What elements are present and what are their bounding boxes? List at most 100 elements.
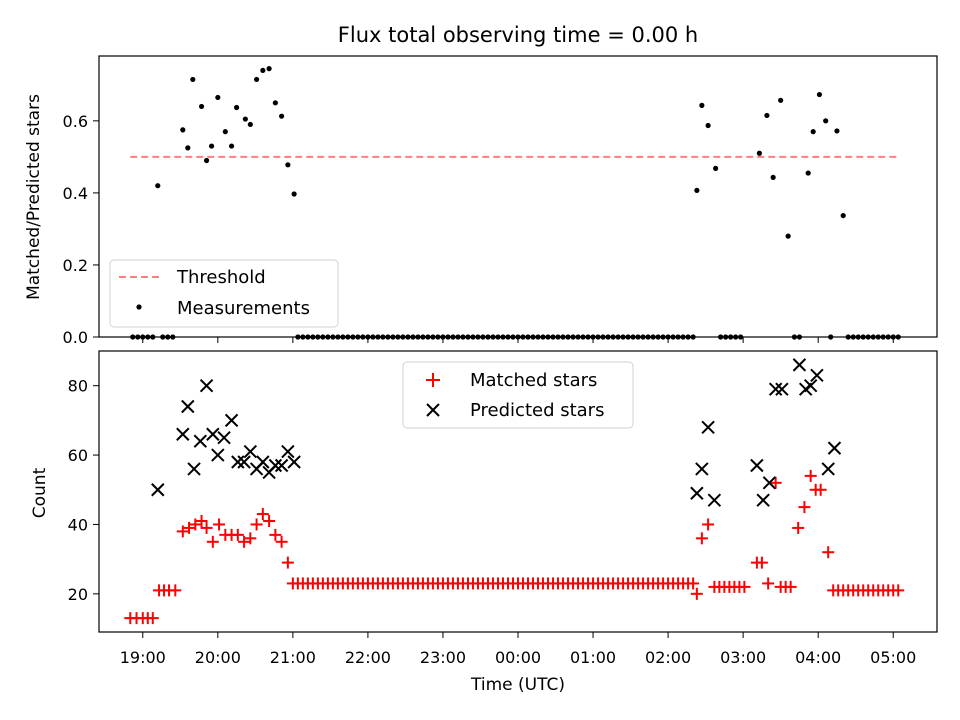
predicted-star-point	[810, 368, 824, 382]
bottom-x-tick-label: 22:00	[345, 648, 391, 667]
measurement-point	[699, 102, 705, 108]
predicted-legend-label: Predicted stars	[470, 400, 604, 421]
predicted-star-stroke	[176, 427, 190, 441]
predicted-star-point	[268, 458, 283, 473]
bottom-x-tick-label: 20:00	[195, 648, 241, 667]
predicted-star-stroke	[287, 455, 301, 469]
measurement-point	[233, 104, 240, 111]
predicted-star-stroke	[237, 455, 251, 469]
threshold-legend-label: Threshold	[176, 267, 266, 288]
predicted-star-point	[181, 399, 195, 414]
matched-star-point	[269, 528, 282, 541]
measurement-point	[272, 100, 278, 106]
measurement-point	[805, 170, 811, 176]
measurement-point	[279, 113, 285, 119]
x-axis-title: Time (UTC)	[470, 675, 565, 695]
bottom-x-tick-label: 03:00	[720, 648, 766, 667]
bottom-y-ticks: 20 40 60 80	[68, 377, 99, 604]
predicted-star-point	[281, 444, 295, 459]
measurement-point	[694, 187, 700, 193]
predicted-star-point	[256, 455, 270, 469]
predicted-star-point	[690, 486, 704, 500]
matched-star-point	[263, 514, 276, 527]
predicted-star-stroke	[803, 378, 818, 393]
matched-star-point	[892, 584, 905, 597]
measurement-point	[756, 150, 762, 156]
bottom-y-tick-label: 40	[68, 515, 88, 534]
predicted-star-stroke	[243, 444, 258, 459]
measurement-point	[285, 162, 291, 168]
top-legend-box	[109, 259, 339, 328]
predicted-star-point	[243, 444, 258, 459]
measurements-legend-label: Measurements	[177, 298, 310, 319]
matched-star-point	[256, 508, 269, 521]
predicted-star-point	[707, 493, 722, 507]
top-legend: Threshold Measurements	[109, 259, 339, 328]
predicted-star-point	[217, 431, 231, 445]
predicted-star-point	[792, 358, 807, 372]
top-x-ticks	[142, 337, 894, 343]
top-y-tick-label: 0.2	[63, 256, 88, 275]
measurement-point	[785, 233, 791, 239]
predicted-star-stroke	[193, 434, 208, 448]
matched-star-point	[762, 577, 775, 590]
predicted-star-stroke	[224, 413, 239, 428]
predicted-star-stroke	[762, 476, 777, 490]
top-y-ticks: 0.0 0.2 0.4 0.6	[63, 112, 99, 347]
bottom-x-tick-label: 05:00	[870, 648, 916, 667]
bottom-y-tick-label: 20	[68, 585, 88, 604]
measurement-point	[266, 66, 272, 72]
measurement-point	[770, 174, 776, 181]
predicted-star-stroke	[695, 462, 709, 476]
measurement-point	[834, 128, 840, 134]
predicted-star-point	[237, 455, 251, 469]
predicted-star-point	[768, 382, 783, 396]
predicted-star-point	[695, 462, 709, 476]
predicted-star-stroke	[256, 455, 270, 469]
predicted-star-stroke	[199, 378, 214, 393]
predicted-legend-swatch	[426, 403, 440, 417]
predicted-star-stroke	[181, 399, 195, 414]
predicted-star-stroke	[231, 455, 245, 469]
predicted-star-point	[206, 427, 220, 441]
bottom-y-axis-title: Count	[30, 467, 50, 518]
matched-star-point	[695, 532, 708, 545]
bottom-x-tick-label: 23:00	[420, 648, 466, 667]
measurement-point	[222, 129, 228, 135]
bottom-marks	[124, 358, 905, 625]
top-y-axis-title: Matched/Predicted stars	[24, 94, 44, 300]
matched-legend-swatch	[426, 373, 440, 387]
top-panel: 0.0 0.2 0.4 0.6 Matched/Predicted stars Thr…	[24, 55, 938, 347]
matched-star-point	[169, 584, 182, 597]
matched-star-point	[281, 556, 294, 569]
top-y-tick-label: 0.6	[63, 112, 88, 131]
measurement-point	[705, 122, 711, 129]
matched-star-point	[231, 528, 244, 541]
matched-star-point	[244, 532, 257, 545]
predicted-star-stroke	[206, 427, 220, 441]
predicted-star-point	[762, 476, 777, 490]
predicted-star-stroke	[268, 458, 283, 473]
bottom-x-tick-label: 19:00	[120, 648, 166, 667]
predicted-star-point	[176, 427, 190, 441]
matched-star-point	[250, 518, 263, 531]
chart-title: Flux total observing time = 0.00 h	[338, 23, 698, 47]
matched-star-point	[690, 587, 703, 600]
matched-legend-label: Matched stars	[470, 370, 597, 391]
predicted-star-stroke	[821, 462, 835, 476]
predicted-star-stroke	[768, 382, 783, 396]
predicted-star-point	[701, 420, 715, 435]
predicted-star-stroke	[211, 448, 225, 462]
predicted-star-stroke	[690, 486, 704, 500]
matched-star-point	[814, 483, 827, 496]
predicted-star-point	[756, 493, 770, 507]
matched-star-point	[183, 521, 196, 534]
predicted-star-point	[750, 458, 764, 473]
predicted-star-stroke	[274, 458, 289, 473]
bottom-panel: 20 40 60 80 19:00 20:00 21:00 22:00 23:00 00:00 0…	[30, 350, 938, 695]
matched-star-point	[213, 518, 226, 531]
top-y-tick-label: 0.4	[63, 184, 88, 203]
matched-star-point	[195, 514, 208, 527]
measurement-point	[155, 183, 161, 189]
